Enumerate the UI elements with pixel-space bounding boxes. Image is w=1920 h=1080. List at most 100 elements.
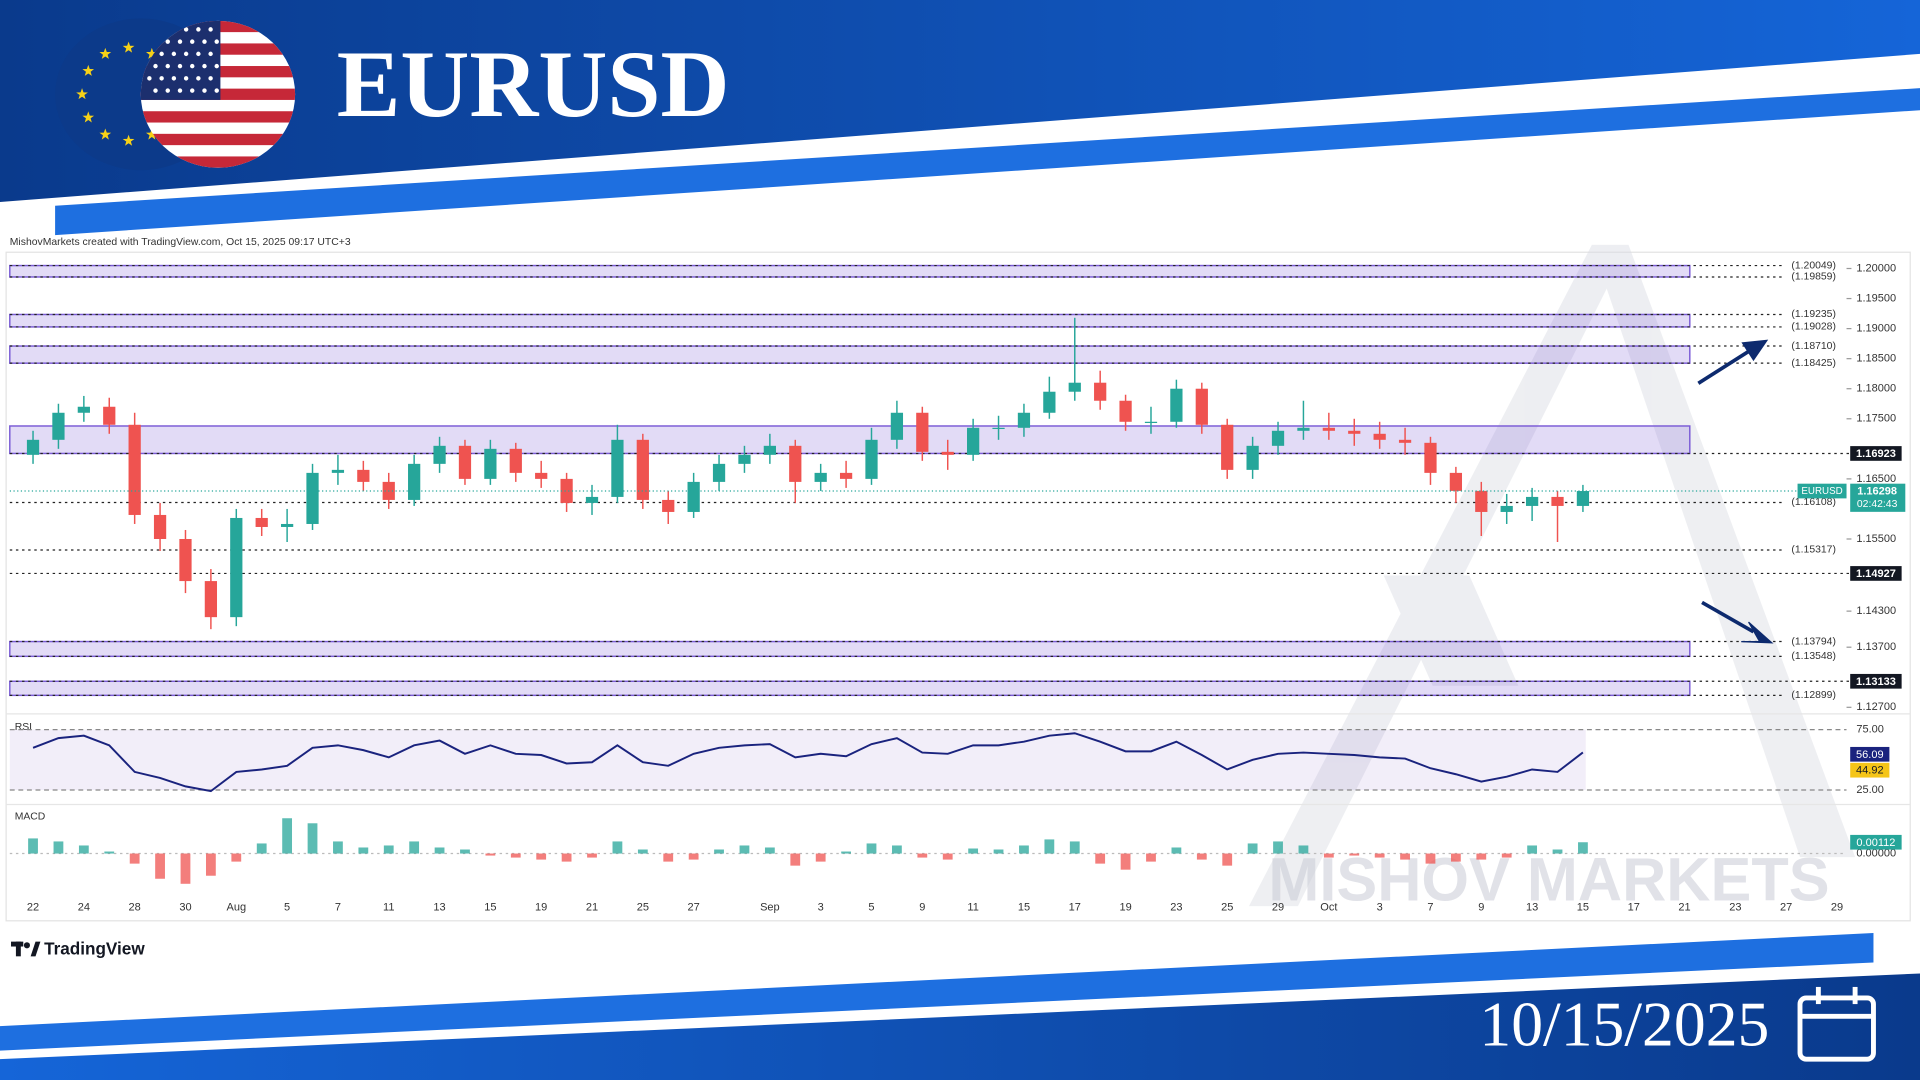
- x-tick-label: 21: [586, 901, 598, 913]
- candle-body: [1348, 430, 1361, 434]
- candle-body: [687, 481, 700, 512]
- candle-body: [433, 445, 446, 464]
- candle-body: [992, 427, 1005, 430]
- macd-bar: [155, 853, 165, 879]
- macd-tag: [1850, 834, 1902, 850]
- candle-body: [1551, 496, 1564, 506]
- macd-bar: [587, 853, 597, 858]
- macd-bar: [231, 853, 242, 862]
- macd-bar: [1349, 853, 1360, 856]
- x-tick-label: 7: [335, 901, 341, 913]
- x-tick-label: 5: [868, 901, 874, 913]
- level-label: (1.20049): [1791, 260, 1835, 271]
- zone: [9, 345, 1691, 364]
- us-star: [202, 63, 207, 69]
- macd-title: MACD: [15, 811, 46, 822]
- zone: [9, 640, 1691, 658]
- macd-bar: [688, 853, 699, 860]
- us-star: [177, 39, 183, 44]
- zone: [9, 313, 1691, 328]
- x-tick-label: 3: [1377, 901, 1383, 913]
- x-tick-label: 23: [1729, 901, 1741, 913]
- eu-star: [82, 111, 95, 123]
- level-label: (1.18710): [1791, 341, 1835, 352]
- candle-body: [179, 538, 192, 582]
- level-label: (1.19859): [1791, 272, 1835, 283]
- x-tick-label: 29: [1831, 901, 1843, 913]
- candle-body: [128, 424, 141, 515]
- y-tick-label: 1.18500: [1856, 353, 1896, 365]
- symbol-label: EURUSD: [1801, 486, 1842, 497]
- macd-bar: [460, 849, 470, 854]
- macd-bar: [1298, 845, 1309, 854]
- arrow-head: [1741, 339, 1769, 362]
- x-tick-label: 15: [1018, 901, 1030, 913]
- candle-body: [585, 496, 599, 503]
- y-tick-label: 1.19500: [1856, 292, 1896, 304]
- x-tick-label: 27: [688, 901, 700, 913]
- us-star: [171, 51, 177, 57]
- us-star: [196, 76, 201, 81]
- candle-body: [1322, 427, 1335, 431]
- y-tick-label: 1.15500: [1856, 533, 1896, 545]
- us-star: [183, 76, 189, 81]
- macd-bar: [1476, 853, 1487, 860]
- candle-body: [738, 454, 751, 464]
- us-star: [177, 63, 183, 69]
- candle-body: [535, 472, 548, 479]
- candle-body: [1170, 388, 1183, 422]
- x-tick-label: 15: [1577, 901, 1589, 913]
- price-label: 1.16298: [1857, 486, 1897, 498]
- bottom-banner: [0, 973, 1920, 1080]
- macd-bar: [256, 843, 267, 854]
- x-tick-label: 24: [78, 901, 90, 913]
- x-tick-label: Aug: [226, 901, 246, 913]
- macd-bar: [333, 841, 343, 854]
- level-label: (1.19028): [1791, 322, 1835, 333]
- us-star: [177, 88, 183, 93]
- us-star: [153, 88, 158, 93]
- rsi-ma-label: 44.92: [1856, 765, 1884, 777]
- rsi-tag: [1850, 746, 1890, 762]
- x-tick-label: 23: [1170, 901, 1182, 913]
- us-stripe: [140, 133, 296, 146]
- us-star: [183, 27, 189, 32]
- macd-bar: [180, 853, 191, 884]
- y-tick-label: 1.20000: [1856, 262, 1896, 274]
- macd-bar: [409, 841, 420, 854]
- macd-bar: [53, 841, 64, 854]
- candle-body: [484, 448, 497, 479]
- tv-logo-mark: [15, 941, 21, 957]
- candle-body: [1246, 445, 1259, 470]
- x-tick-label: 11: [383, 901, 394, 913]
- eu-star: [99, 128, 112, 140]
- top-banner: [0, 0, 1920, 203]
- macd-bar: [510, 853, 521, 858]
- x-tick-label: 30: [179, 901, 191, 913]
- candle-body: [1475, 490, 1488, 512]
- level-label: (1.15317): [1791, 545, 1835, 556]
- us-flag: [140, 20, 296, 168]
- macd-bar: [815, 853, 826, 862]
- rsi-value-label: 56.09: [1856, 749, 1884, 761]
- x-tick-label: 27: [1780, 901, 1792, 913]
- us-star: [159, 76, 164, 81]
- macd-bar: [892, 845, 902, 854]
- x-tick-label: 13: [433, 901, 445, 913]
- tv-logo: [11, 941, 41, 957]
- candle-body: [839, 472, 853, 479]
- macd-bar: [307, 823, 318, 854]
- x-tick-label: 17: [1069, 901, 1081, 913]
- macd-bar: [1450, 853, 1461, 862]
- eu-star: [145, 128, 158, 140]
- footer-brand: TradingView: [44, 939, 145, 959]
- us-star: [208, 76, 213, 81]
- macd-bar: [28, 838, 38, 854]
- us-star: [214, 88, 219, 93]
- us-star: [171, 76, 177, 81]
- x-tick-label: 9: [1478, 901, 1484, 913]
- candle-body: [1221, 424, 1234, 470]
- level-label: 1.14927: [1856, 568, 1896, 580]
- level-label: (1.16108): [1791, 497, 1835, 508]
